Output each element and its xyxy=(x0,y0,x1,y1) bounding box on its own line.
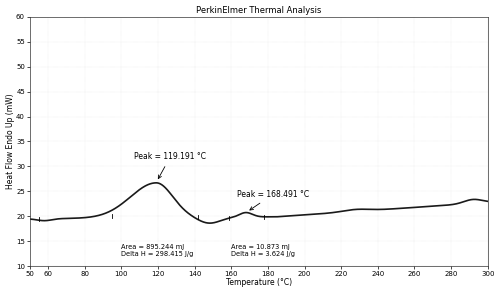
Text: Area = 895.244 mJ: Area = 895.244 mJ xyxy=(122,244,184,250)
Text: Peak = 168.491 °C: Peak = 168.491 °C xyxy=(237,190,309,210)
Y-axis label: Heat Flow Endo Up (mW): Heat Flow Endo Up (mW) xyxy=(6,94,15,189)
X-axis label: Temperature (°C): Temperature (°C) xyxy=(226,278,292,287)
Text: Area = 10.873 mJ: Area = 10.873 mJ xyxy=(232,244,290,250)
Text: Delta H = 298.415 J/g: Delta H = 298.415 J/g xyxy=(122,251,194,257)
Text: Peak = 119.191 °C: Peak = 119.191 °C xyxy=(134,152,206,179)
Title: PerkinElmer Thermal Analysis: PerkinElmer Thermal Analysis xyxy=(196,6,322,15)
Text: Delta H = 3.624 J/g: Delta H = 3.624 J/g xyxy=(232,251,296,257)
